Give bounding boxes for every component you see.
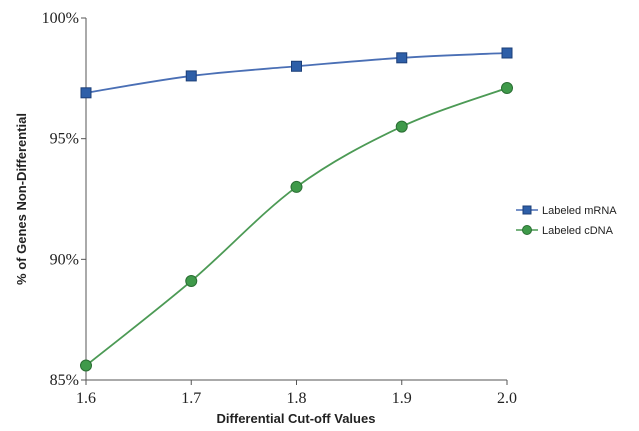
series-labeled-cdna <box>80 81 513 372</box>
data-point-labeled-mrna <box>396 52 408 64</box>
x-tick-label: 1.9 <box>392 390 412 407</box>
legend-marker-labeled-mrna <box>522 205 532 215</box>
y-tick-label: 100% <box>42 10 79 27</box>
y-tick-label: 90% <box>50 251 79 268</box>
y-tick-label: 95% <box>50 131 79 148</box>
series-line-labeled-mrna <box>85 52 508 94</box>
data-point-labeled-cdna <box>501 81 513 94</box>
data-point-labeled-cdna <box>395 120 408 133</box>
data-point-labeled-mrna <box>185 70 197 82</box>
x-axis-title: Differential Cut-off Values <box>217 411 376 426</box>
y-axis-title: % of Genes Non-Differential <box>14 113 29 285</box>
data-point-labeled-mrna <box>80 87 92 99</box>
y-axis-ticks: 85% 90% 95% 100% <box>42 10 86 389</box>
legend: Labeled mRNA Labeled cDNA <box>516 205 617 237</box>
plot-area: 85% 90% 95% 100% 1.6 1.7 1.8 1.9 2.0 <box>42 10 517 407</box>
data-point-labeled-cdna <box>80 359 92 372</box>
legend-item-labeled-cdna: Labeled cDNA <box>516 225 614 237</box>
x-tick-label: 2.0 <box>497 390 517 407</box>
data-point-labeled-cdna <box>185 275 198 288</box>
x-tick-label: 1.7 <box>181 390 201 407</box>
legend-item-labeled-mrna: Labeled mRNA <box>516 205 617 217</box>
series-layer <box>80 47 513 372</box>
legend-label-labeled-cdna: Labeled cDNA <box>542 225 614 237</box>
series-labeled-mrna <box>80 47 513 99</box>
x-axis-ticks: 1.6 1.7 1.8 1.9 2.0 <box>76 380 517 407</box>
series-line-labeled-cdna <box>85 87 508 367</box>
x-tick-label: 1.8 <box>287 390 307 407</box>
legend-marker-labeled-cdna <box>522 225 532 235</box>
data-point-labeled-cdna <box>290 180 303 193</box>
x-tick-label: 1.6 <box>76 390 96 407</box>
y-tick-label: 85% <box>50 372 79 389</box>
data-point-labeled-mrna <box>291 60 302 72</box>
legend-label-labeled-mrna: Labeled mRNA <box>542 205 617 217</box>
data-point-labeled-mrna <box>501 47 513 59</box>
